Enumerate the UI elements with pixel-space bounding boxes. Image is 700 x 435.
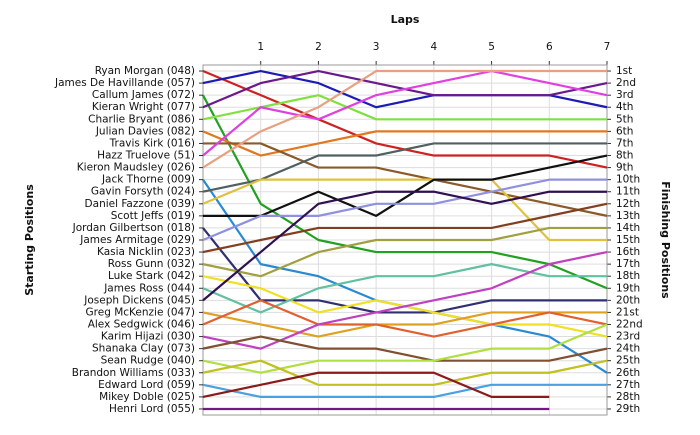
- y2-tick-label: 13th: [616, 210, 640, 222]
- x-tick-label: 7: [604, 41, 611, 53]
- y2-tick-label: 19th: [616, 282, 640, 294]
- series-label: Ryan Morgan (048): [95, 65, 195, 77]
- y2-tick-label: 7th: [616, 137, 633, 149]
- y2-tick-label: 10th: [616, 174, 640, 186]
- y2-tick-label: 6th: [616, 125, 633, 137]
- y2-tick-label: 2nd: [616, 77, 636, 89]
- y2-tick-label: 4th: [616, 101, 633, 113]
- series-label: Luke Stark (042): [108, 270, 195, 282]
- series-label: Kieran Wright (077): [92, 101, 195, 113]
- y2-tick-label: 1st: [616, 65, 632, 77]
- series-label: Shanaka Clay (073): [92, 343, 195, 355]
- series-label: Gavin Forsyth (024): [91, 186, 195, 198]
- series-label: Edward Lord (059): [98, 379, 195, 391]
- y2-tick-label: 16th: [616, 246, 640, 258]
- series-label: Sean Rudge (040): [101, 355, 195, 367]
- series-label: Hazz Truelove (51): [97, 150, 195, 162]
- series-line: [202, 359, 608, 386]
- series-label: Callum James (072): [92, 89, 195, 101]
- series-label: Greg McKenzie (047): [86, 306, 195, 318]
- series-line: [202, 94, 608, 290]
- x-tick-label: 5: [488, 41, 495, 53]
- x-axis-title: Laps: [391, 13, 420, 26]
- series-label: Charlie Bryant (086): [88, 113, 195, 125]
- y2-tick-label: 25th: [616, 355, 640, 367]
- series-label: Mikey Doble (025): [99, 391, 195, 403]
- y2-tick-label: 20th: [616, 294, 640, 306]
- y2-tick-label: 14th: [616, 222, 640, 234]
- series-label: Julian Davies (082): [95, 125, 195, 137]
- series-label: Joseph Dickens (045): [83, 294, 195, 306]
- y2-tick-label: 27th: [616, 379, 640, 391]
- series-label: James Ross (044): [103, 282, 195, 294]
- y2-tick-label: 29th: [616, 403, 640, 415]
- y2-tick-label: 23rd: [616, 331, 640, 343]
- x-tick-label: 4: [431, 41, 438, 53]
- y2-tick-label: 9th: [616, 162, 633, 174]
- series-label: Daniel Fazzone (039): [85, 198, 195, 210]
- series-label: Scott Jeffs (019): [111, 210, 195, 222]
- y2-axis-title: Finishing Positions: [659, 181, 672, 299]
- series-line: [202, 130, 607, 157]
- x-tick-label: 2: [315, 41, 322, 53]
- series-label: Brandon Williams (033): [72, 367, 195, 379]
- y2-tick-label: 21st: [616, 306, 639, 318]
- series-line: [202, 383, 607, 398]
- series-line: [202, 263, 607, 314]
- y2-tick-label: 28th: [616, 391, 640, 403]
- x-tick-label: 3: [373, 41, 380, 53]
- series-label: Travis Kirk (016): [109, 137, 195, 149]
- series-line: [202, 311, 607, 338]
- series-label: Kasia Nicklin (023): [97, 246, 195, 258]
- series-label: Ross Gunn (032): [108, 258, 195, 270]
- y2-tick-label: 5th: [616, 113, 633, 125]
- x-tick-label: 1: [257, 41, 264, 53]
- series-line: [202, 142, 607, 193]
- series-line: [202, 69, 608, 157]
- y2-tick-label: 22nd: [616, 318, 643, 330]
- y2-tick-label: 8th: [616, 150, 633, 162]
- series-line: [202, 190, 607, 302]
- series-line: [202, 94, 607, 121]
- y2-tick-label: 3rd: [616, 89, 633, 101]
- series-label: Karim Hijazi (030): [101, 331, 195, 343]
- y2-tick-label: 17th: [616, 258, 640, 270]
- series-label: Jordan Gilbertson (018): [72, 222, 195, 234]
- y-axis-title: Starting Positions: [23, 184, 36, 296]
- series-line: [202, 227, 607, 314]
- series-line: [202, 335, 608, 362]
- series-line: [203, 142, 608, 217]
- series-line: [202, 69, 607, 169]
- series-line: [202, 178, 607, 242]
- y2-tick-label: 11th: [616, 186, 640, 198]
- series-label: James De Havillande (057): [54, 77, 195, 89]
- series-label: Jack Thorne (009): [101, 174, 195, 186]
- y2-tick-label: 15th: [616, 234, 640, 246]
- series-line: [203, 154, 608, 217]
- x-tick-label: 6: [546, 41, 553, 53]
- series-label: James Armitage (029): [79, 234, 195, 246]
- series-label: Henri Lord (055): [109, 403, 195, 415]
- series-label: Kieron Maudsley (026): [77, 162, 195, 174]
- series-line: [202, 202, 608, 254]
- y2-tick-label: 12th: [616, 198, 640, 210]
- series-line: [202, 250, 608, 350]
- y2-tick-label: 24th: [616, 343, 640, 355]
- series-line: [202, 323, 608, 374]
- y2-tick-label: 26th: [616, 367, 640, 379]
- series-line: [202, 299, 608, 338]
- series-label: Alex Sedgwick (046): [88, 318, 195, 330]
- series-line: [202, 371, 550, 398]
- y2-tick-label: 18th: [616, 270, 640, 282]
- series-line: [202, 226, 607, 278]
